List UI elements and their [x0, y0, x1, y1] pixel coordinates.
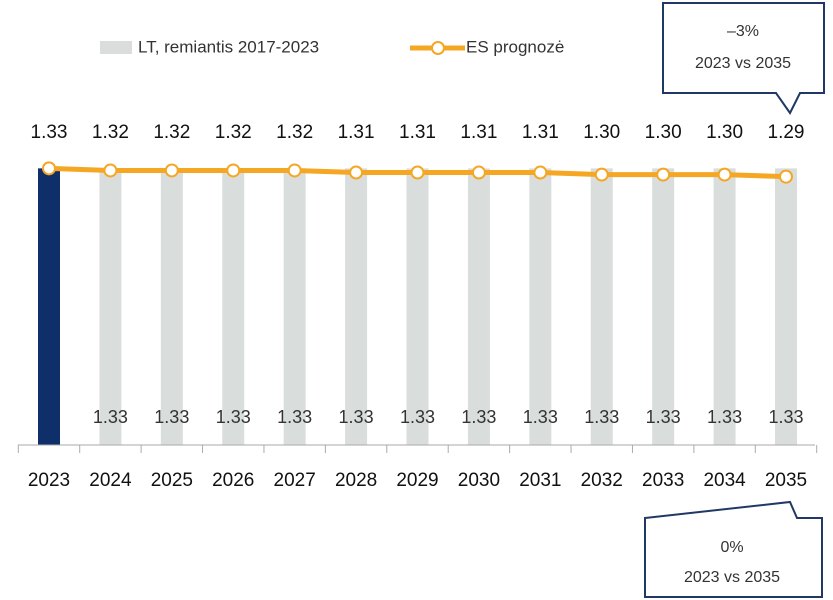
data-label: 1.30 [645, 122, 682, 143]
line-marker [779, 169, 793, 184]
line-marker [349, 165, 364, 180]
bar [467, 168, 490, 446]
bar [345, 168, 368, 446]
data-label: 1.33 [31, 122, 68, 143]
legend-swatch [431, 41, 445, 55]
callout-text: –3% [727, 23, 759, 40]
x-tick-label: 2032 [581, 470, 623, 491]
bar-label: 1.33 [461, 407, 496, 427]
bar-label: 1.33 [768, 407, 803, 427]
line-marker [594, 167, 609, 182]
bar [652, 168, 675, 446]
line-marker [226, 163, 241, 178]
callout-text: 0% [720, 539, 743, 556]
bar [590, 168, 613, 446]
callout-box [644, 500, 823, 598]
data-label: 1.29 [768, 122, 805, 143]
line-marker [103, 163, 118, 178]
bar [406, 168, 429, 446]
x-tick-label: 2028 [335, 470, 377, 491]
data-label: 1.31 [399, 122, 436, 143]
x-tick-label: 2027 [274, 470, 316, 491]
line-marker [656, 167, 671, 182]
data-label: 1.32 [276, 122, 313, 143]
callout-text: 2023 vs 2035 [695, 55, 791, 72]
data-label: 1.30 [706, 122, 743, 143]
x-tick-label: 2033 [642, 470, 684, 491]
x-tick-label: 2026 [212, 470, 254, 491]
line-marker [717, 167, 732, 182]
legend-label: ES prognozė [466, 37, 564, 56]
bar [713, 168, 736, 446]
bar-label: 1.33 [646, 407, 681, 427]
bar-label: 1.33 [216, 407, 251, 427]
line-marker [471, 165, 486, 180]
legend-label: LT, remiantis 2017-2023 [138, 37, 319, 56]
data-label: 1.32 [153, 122, 190, 143]
data-label: 1.31 [338, 122, 375, 143]
data-label: 1.32 [92, 122, 129, 143]
bar [160, 168, 183, 446]
data-label: 1.32 [215, 122, 252, 143]
bar-label: 1.33 [523, 407, 558, 427]
line-marker [42, 161, 56, 176]
x-tick-label: 2025 [151, 470, 193, 491]
x-tick-label: 2035 [765, 470, 807, 491]
line-marker [533, 165, 548, 180]
bar-label: 1.33 [339, 407, 374, 427]
bar-label: 1.33 [400, 407, 435, 427]
data-label: 1.31 [460, 122, 497, 143]
bar-label: 1.33 [277, 407, 312, 427]
x-tick-label: 2030 [458, 470, 500, 491]
bar [775, 168, 797, 446]
bar [222, 168, 245, 446]
bar-label: 1.33 [93, 407, 128, 427]
data-label: 1.31 [522, 122, 559, 143]
bar-label: 1.33 [584, 407, 619, 427]
line-marker [164, 163, 179, 178]
bar [38, 168, 60, 446]
legend-swatch [100, 41, 132, 54]
callout-box [662, 2, 825, 115]
x-tick-label: 2034 [703, 470, 746, 491]
bar-label: 1.33 [707, 407, 742, 427]
line-marker [287, 163, 302, 178]
x-tick-label: 2029 [396, 470, 438, 491]
callout-text: 2023 vs 2035 [684, 569, 780, 586]
bar [529, 168, 552, 446]
line-marker [410, 165, 425, 180]
x-tick-label: 2031 [519, 470, 561, 491]
bar [99, 168, 122, 446]
bar [283, 168, 306, 446]
data-label: 1.30 [583, 122, 620, 143]
x-tick-label: 2024 [89, 470, 132, 491]
x-tick-label: 2023 [28, 470, 70, 491]
bar-label: 1.33 [154, 407, 189, 427]
